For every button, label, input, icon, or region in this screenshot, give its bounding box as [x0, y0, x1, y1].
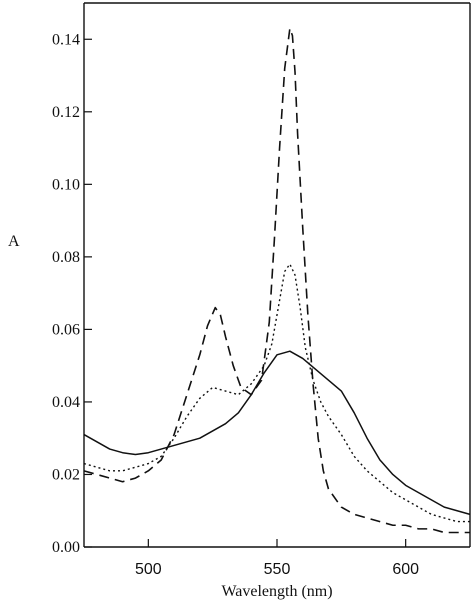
x-ticks: 500 550 600: [135, 539, 419, 578]
y-tick-label: 0.04: [52, 394, 80, 411]
x-tick-label: 550: [264, 561, 291, 578]
x-axis-label: Wavelength (nm): [221, 583, 332, 600]
series-line-dashed: [83, 27, 470, 534]
series-line-dotted: [83, 263, 470, 523]
y-tick-label: 0.10: [52, 176, 80, 193]
y-tick-label: 0.00: [52, 539, 80, 556]
y-tick-label: 0.14: [52, 31, 80, 48]
y-tick-label: 0.12: [52, 104, 80, 121]
y-axis-label: A: [8, 233, 20, 250]
series-group: [83, 27, 471, 534]
x-tick-label: 600: [392, 561, 419, 578]
axes: [83, 2, 471, 548]
y-tick-label: 0.06: [52, 321, 80, 338]
y-tick-label: 0.02: [52, 466, 80, 483]
y-tick-label: 0.08: [52, 249, 80, 266]
series-line-solid: [83, 350, 471, 516]
y-ticks: 0.00 0.02 0.04 0.06 0.08 0.10 0.12 0.14: [52, 31, 92, 556]
x-tick-label: 500: [135, 561, 162, 578]
